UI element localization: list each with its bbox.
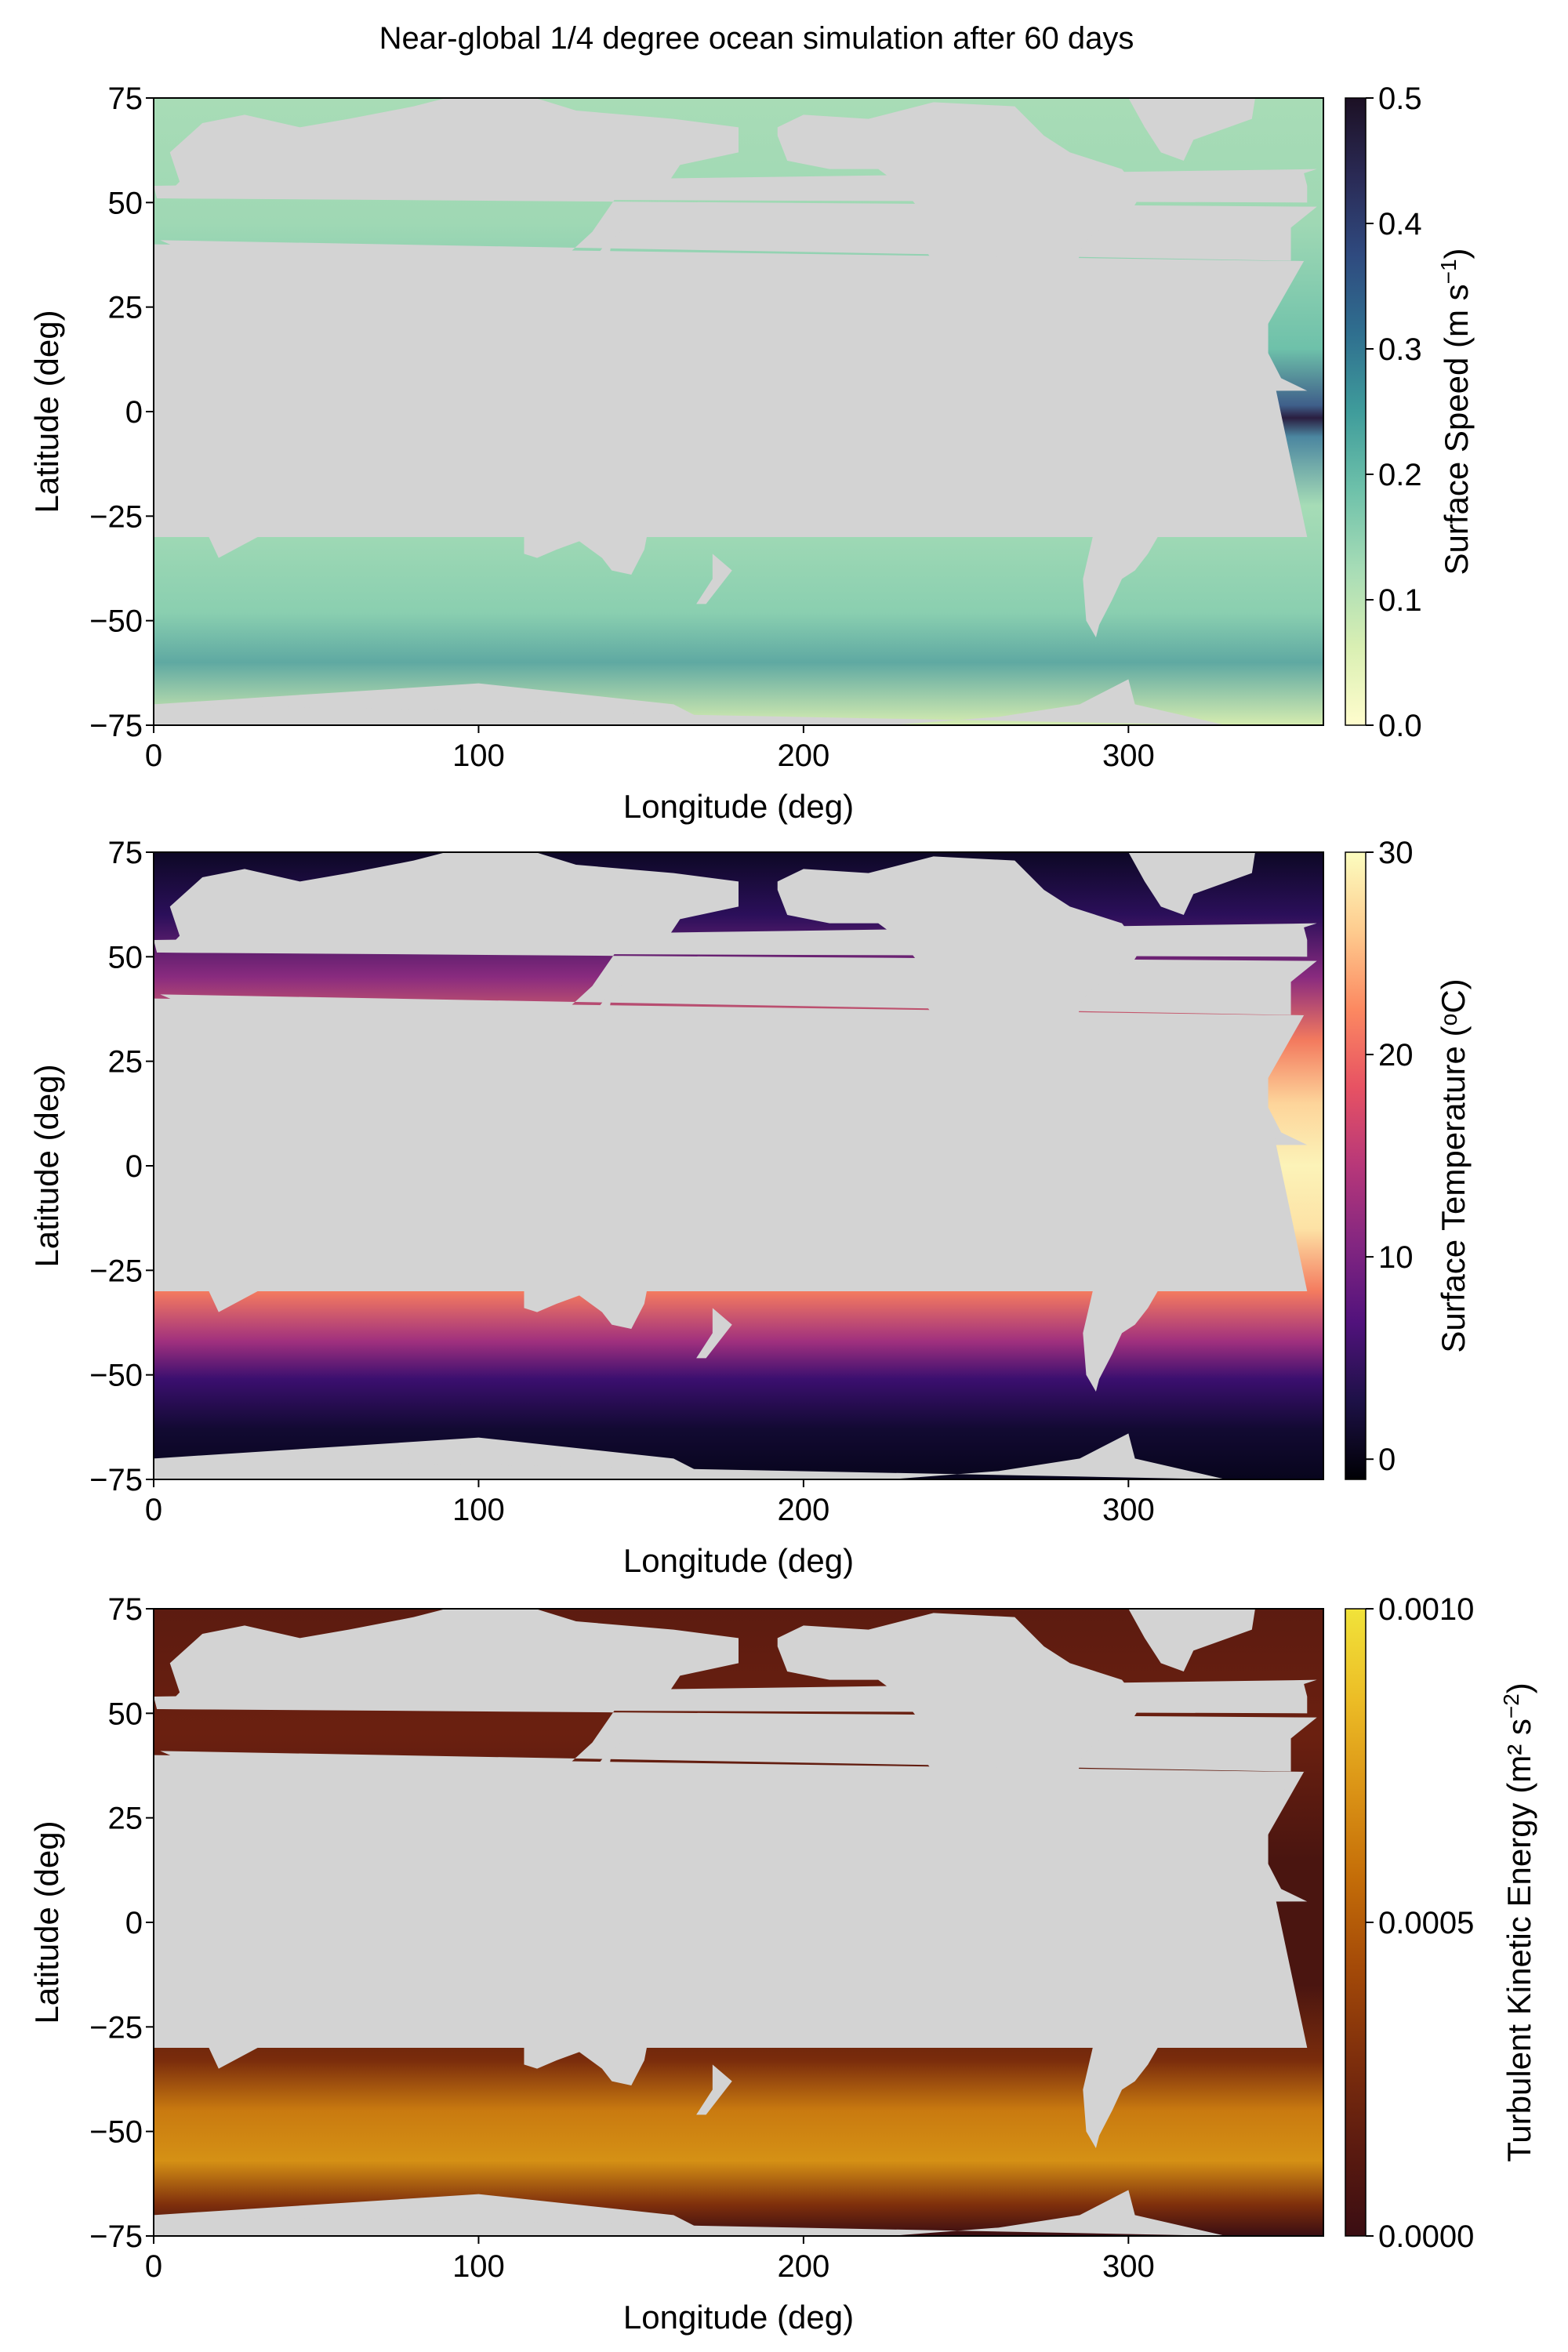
figure-title: Near-global 1/4 degree ocean simulation …	[379, 21, 1134, 56]
colorbar-tick-label: 30	[1378, 836, 1414, 870]
y-tick-label: 0	[125, 1906, 143, 1940]
panel-1: 0 100 200 300 75 50 25 0 −25 −50 −75 Longitude (deg…	[28, 82, 1475, 825]
y-tick-label: 50	[108, 186, 143, 220]
heatmap-field	[154, 1609, 1323, 2236]
y-tick-label: 0	[125, 395, 143, 430]
colorbar-tick-label: 0	[1378, 1443, 1396, 1477]
y-tick-label: 75	[108, 836, 143, 870]
colorbar-label: Turbulent Kinetic Energy (m² s−2)	[1499, 1682, 1538, 2162]
y-tick-label: 25	[108, 291, 143, 325]
y-tick-label: −75	[89, 1463, 143, 1497]
y-axis-label: Latitude (deg)	[28, 1820, 65, 2024]
colorbar: 0.0 0.1 0.2 0.3 0.4 0.5 Surface Speed (m s−1)	[1345, 82, 1475, 743]
colorbar-tick-label: 0.2	[1378, 458, 1422, 492]
x-tick-label: 0	[145, 739, 162, 773]
x-tick-label: 200	[778, 739, 830, 773]
heatmap-field	[154, 852, 1323, 1479]
x-tick-label: 100	[452, 2249, 505, 2284]
y-tick-label: 25	[108, 1802, 143, 1836]
colorbar-tick-label: 0.0010	[1378, 1592, 1474, 1627]
colorbar-tick-label: 0.0	[1378, 709, 1422, 743]
land-mask	[154, 1609, 1317, 2236]
y-axis-label: Latitude (deg)	[28, 1064, 65, 1267]
y-tick-label: −25	[89, 2010, 143, 2045]
x-axis-label: Longitude (deg)	[623, 2299, 854, 2336]
heatmap-field	[154, 98, 1323, 725]
y-tick-label: −50	[89, 1359, 143, 1393]
panel-3: 0 100 200 300 75 50 25 0 −25 −50 −75 Longitude (deg…	[28, 1592, 1537, 2336]
colorbar-label: Surface Temperature (ᵒC)	[1435, 978, 1472, 1352]
land-mask	[154, 98, 1317, 725]
x-tick-label: 300	[1102, 739, 1155, 773]
colorbar-tick-label: 10	[1378, 1240, 1414, 1275]
y-tick-label: 0	[125, 1149, 143, 1184]
colorbar: 0 10 20 30 Surface Temperature (ᵒC)	[1345, 836, 1472, 1480]
colorbar-tick-label: 0.0005	[1378, 1906, 1474, 1940]
colorbar-tick-label: 0.1	[1378, 583, 1422, 618]
x-tick-label: 200	[778, 2249, 830, 2284]
colorbar-tick-label: 0.5	[1378, 82, 1422, 116]
y-tick-label: −25	[89, 1254, 143, 1288]
y-tick-label: 75	[108, 1592, 143, 1627]
y-axis-label: Latitude (deg)	[28, 310, 65, 513]
colorbar-gradient	[1345, 1608, 1367, 2237]
colorbar: 0.0000 0.0005 0.0010 Turbulent Kinetic Ener…	[1345, 1592, 1537, 2254]
y-tick-label: −50	[89, 604, 143, 639]
y-tick-label: −75	[89, 2220, 143, 2254]
x-tick-label: 300	[1102, 2249, 1155, 2284]
y-tick-label: 75	[108, 82, 143, 116]
x-axis-label: Longitude (deg)	[623, 1542, 854, 1579]
y-tick-label: 50	[108, 1697, 143, 1731]
colorbar-tick-label: 20	[1378, 1038, 1414, 1073]
colorbar-gradient	[1345, 97, 1367, 726]
x-tick-label: 200	[778, 1493, 830, 1527]
x-axis-label: Longitude (deg)	[623, 788, 854, 825]
y-tick-label: −25	[89, 499, 143, 534]
y-tick-label: 50	[108, 940, 143, 975]
x-tick-label: 100	[452, 739, 505, 773]
y-tick-label: −75	[89, 709, 143, 743]
colorbar-gradient	[1345, 851, 1367, 1480]
x-tick-label: 100	[452, 1493, 505, 1527]
x-tick-label: 0	[145, 2249, 162, 2284]
x-tick-label: 0	[145, 1493, 162, 1527]
land-mask	[154, 852, 1317, 1479]
x-tick-label: 300	[1102, 1493, 1155, 1527]
colorbar-tick-label: 0.3	[1378, 332, 1422, 367]
y-tick-label: −50	[89, 2115, 143, 2150]
y-tick-label: 25	[108, 1045, 143, 1080]
colorbar-label: Surface Speed (m s−1)	[1436, 248, 1475, 575]
colorbar-tick-label: 0.4	[1378, 207, 1422, 241]
colorbar-tick-label: 0.0000	[1378, 2220, 1474, 2254]
